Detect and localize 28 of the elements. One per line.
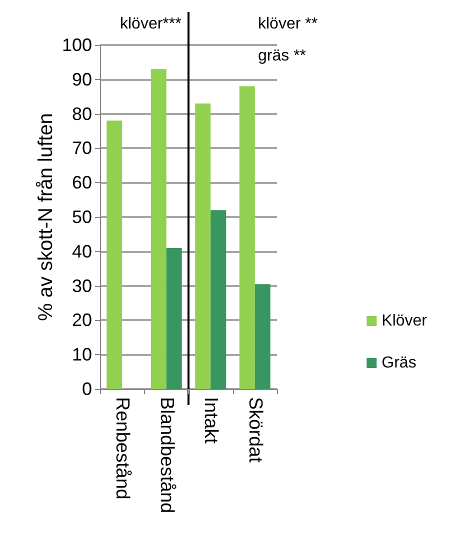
y-tick-label: 80 [72, 104, 92, 124]
legend-label: Gräs [382, 354, 416, 372]
y-tick-label: 100 [62, 35, 92, 55]
bar [254, 284, 270, 389]
bar [166, 248, 182, 389]
y-axis-title: % av skott-N från luften [35, 113, 57, 321]
y-tick-label: 70 [72, 138, 92, 158]
legend-label: Klöver [382, 312, 428, 330]
text: klöver*** [120, 16, 182, 32]
x-tick-label: Blandbestånd [156, 397, 177, 514]
y-tick-label: 90 [72, 69, 92, 90]
y-tick-label: 30 [72, 276, 92, 296]
text: klöver ** [258, 16, 318, 32]
bar [195, 103, 211, 389]
y-tick-label: 40 [72, 241, 92, 262]
bar [150, 69, 166, 389]
y-tick-label: 0 [82, 379, 92, 399]
y-tick-label: 10 [72, 344, 92, 365]
y-tick-label: 20 [72, 310, 92, 330]
bar [106, 120, 122, 389]
annotation: gräs ** [258, 48, 306, 64]
x-tick-label: Intakt [200, 397, 222, 444]
y-tick-label: 50 [72, 207, 92, 227]
x-tick-label: Renbestånd [112, 397, 133, 500]
bar [239, 86, 255, 389]
y-tick-label: 60 [72, 172, 92, 193]
bar [210, 210, 226, 389]
x-tick-label: Skördat [244, 397, 266, 464]
